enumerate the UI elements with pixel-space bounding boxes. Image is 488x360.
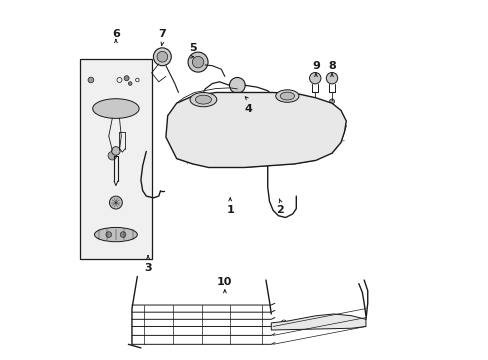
Ellipse shape (275, 90, 298, 102)
Circle shape (325, 72, 337, 84)
Circle shape (229, 77, 244, 93)
Text: 1: 1 (226, 205, 234, 215)
Circle shape (157, 51, 167, 62)
Bar (80, 59, 151, 258)
Text: 6: 6 (112, 28, 120, 39)
Circle shape (88, 77, 94, 83)
Circle shape (124, 76, 129, 81)
Ellipse shape (94, 228, 137, 242)
Circle shape (329, 99, 334, 104)
Text: 9: 9 (311, 61, 319, 71)
Circle shape (111, 147, 120, 155)
Circle shape (108, 152, 116, 160)
Ellipse shape (195, 95, 211, 104)
Polygon shape (271, 314, 365, 330)
Ellipse shape (93, 99, 139, 118)
Text: 2: 2 (276, 205, 284, 215)
Text: 4: 4 (244, 104, 251, 113)
Circle shape (188, 52, 207, 72)
Circle shape (120, 232, 125, 238)
Circle shape (153, 48, 171, 66)
Ellipse shape (280, 92, 294, 100)
Text: 7: 7 (158, 28, 166, 39)
Circle shape (128, 82, 132, 85)
Text: 5: 5 (188, 43, 196, 53)
Text: 3: 3 (144, 262, 152, 273)
Circle shape (109, 196, 122, 209)
Circle shape (312, 99, 317, 104)
Text: 10: 10 (217, 277, 232, 287)
Polygon shape (165, 93, 346, 167)
Circle shape (192, 57, 203, 68)
Text: 8: 8 (327, 61, 335, 71)
Circle shape (106, 232, 111, 238)
Circle shape (309, 72, 320, 84)
Ellipse shape (190, 93, 216, 107)
